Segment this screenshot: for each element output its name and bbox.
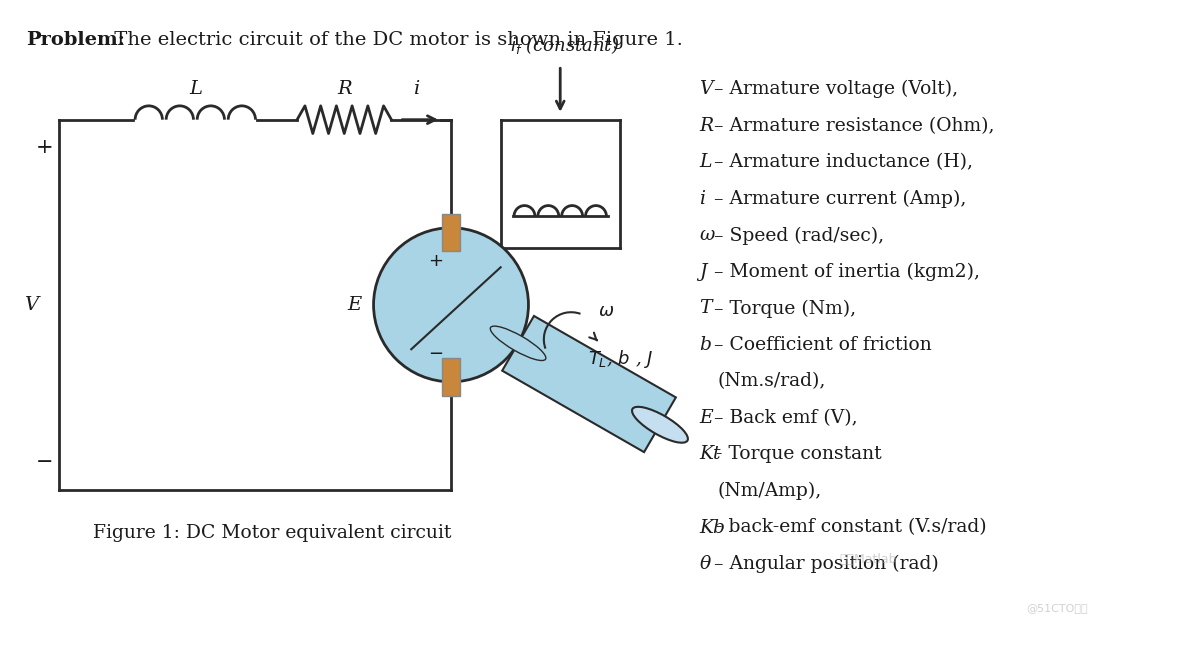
Text: - Torque constant: - Torque constant [716, 445, 882, 463]
Text: – Armature resistance (Ohm),: – Armature resistance (Ohm), [708, 117, 995, 135]
Text: i: i [700, 190, 706, 208]
Text: $T_L$, $b$ , $J$: $T_L$, $b$ , $J$ [588, 348, 654, 370]
Bar [442, 214, 459, 252]
Text: V: V [700, 80, 713, 98]
Text: Kt: Kt [700, 445, 721, 463]
Text: J: J [700, 263, 707, 281]
Polygon shape [502, 316, 676, 452]
Text: @51CTO博客: @51CTO博客 [1025, 603, 1088, 614]
Bar [442, 358, 459, 396]
Ellipse shape [632, 407, 688, 443]
Text: E: E [700, 409, 713, 427]
Text: The electric circuit of the DC motor is shown in Figure 1.: The electric circuit of the DC motor is … [109, 31, 683, 49]
Text: – Armature inductance (H),: – Armature inductance (H), [708, 153, 973, 171]
Text: – Coefficient of friction: – Coefficient of friction [708, 336, 932, 354]
Ellipse shape [490, 326, 546, 361]
Text: – Moment of inertia (kgm2),: – Moment of inertia (kgm2), [708, 263, 979, 281]
Text: – Torque (Nm),: – Torque (Nm), [708, 300, 856, 317]
Text: E: E [347, 296, 361, 314]
Text: (Nm.s/rad),: (Nm.s/rad), [718, 373, 825, 390]
Text: −: − [37, 453, 53, 472]
Text: - back-emf constant (V.s/rad): - back-emf constant (V.s/rad) [716, 518, 986, 537]
Text: ω: ω [700, 226, 714, 244]
Text: $i_f$ (constant): $i_f$ (constant) [510, 34, 620, 55]
Text: Problem:: Problem: [26, 31, 124, 49]
Text: T: T [700, 300, 712, 317]
Text: Figure 1: DC Motor equivalent circuit: Figure 1: DC Motor equivalent circuit [94, 524, 451, 543]
Text: – Speed (rad/sec),: – Speed (rad/sec), [708, 226, 883, 244]
Text: V: V [24, 296, 38, 314]
Text: −: − [429, 345, 444, 363]
Text: – Armature voltage (Volt),: – Armature voltage (Volt), [708, 80, 958, 99]
Text: i: i [413, 80, 419, 98]
Text: – Armature current (Amp),: – Armature current (Amp), [708, 190, 966, 208]
Circle shape [373, 228, 528, 382]
Text: $\omega$: $\omega$ [598, 302, 614, 319]
Text: L: L [188, 80, 201, 98]
Text: θ: θ [700, 555, 710, 573]
Text: R: R [337, 80, 352, 98]
Text: – Angular position (rad): – Angular position (rad) [708, 555, 939, 574]
Text: b: b [700, 336, 712, 354]
Text: 双双Matlab: 双双Matlab [839, 553, 896, 566]
Text: (Nm/Amp),: (Nm/Amp), [718, 482, 822, 500]
Text: R: R [700, 117, 714, 135]
Text: – Back emf (V),: – Back emf (V), [708, 409, 857, 427]
Text: +: + [429, 252, 444, 271]
Text: L: L [700, 153, 712, 171]
Text: +: + [36, 138, 53, 157]
Text: Kb: Kb [700, 518, 726, 537]
